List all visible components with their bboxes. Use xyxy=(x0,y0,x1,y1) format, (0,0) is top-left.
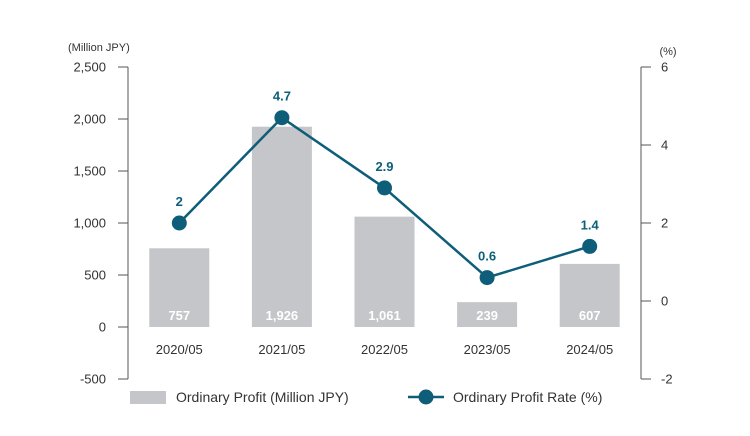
left-axis-tick-label: 1,500 xyxy=(73,164,106,179)
x-axis-tick-label: 2022/05 xyxy=(361,342,408,357)
rate-value-label: 0.6 xyxy=(478,249,496,264)
bar xyxy=(251,126,312,327)
rate-value-label: 2 xyxy=(176,194,183,209)
left-axis-tick-label: 1,000 xyxy=(73,216,106,231)
rate-point xyxy=(479,270,495,286)
x-axis-tick-label: 2023/05 xyxy=(464,342,511,357)
bar-value-label: 757 xyxy=(168,308,190,323)
rate-value-label: 4.7 xyxy=(273,89,291,104)
line-layer: 2 4.7 2.9 0.6 1.4 xyxy=(171,89,600,286)
left-axis-unit: (Million JPY) xyxy=(68,42,130,54)
left-axis-tick-label: 2,500 xyxy=(73,60,106,75)
bar xyxy=(457,302,518,327)
bar-value-label: 239 xyxy=(476,308,498,323)
bar-value-label: 1,061 xyxy=(368,308,401,323)
right-axis-tick-label: -2 xyxy=(661,372,673,387)
left-axis-tick-label: 0 xyxy=(99,320,106,335)
right-axis-tick-label: 4 xyxy=(661,138,668,153)
bar xyxy=(559,263,620,327)
bar-value-label: 607 xyxy=(579,308,601,323)
bar xyxy=(354,216,415,327)
rate-point xyxy=(171,215,187,231)
rate-point xyxy=(582,238,598,254)
bars-layer: 757 1,926 1,061 239 607 xyxy=(149,126,620,327)
right-axis-tick-label: 0 xyxy=(661,294,668,309)
legend-line-marker xyxy=(418,389,434,405)
rate-point xyxy=(274,110,290,126)
left-axis-tick-label: 2,000 xyxy=(73,112,106,127)
legend: Ordinary Profit (Million JPY) Ordinary Pr… xyxy=(130,389,602,405)
x-axis-tick-label: 2024/05 xyxy=(566,342,613,357)
rate-value-label: 1.4 xyxy=(581,217,600,232)
right-axis-tick-label: 6 xyxy=(661,60,668,75)
rate-point xyxy=(377,180,392,196)
right-axis-unit: (%) xyxy=(659,46,676,58)
legend-bar-label: Ordinary Profit (Million JPY) xyxy=(176,389,349,405)
bar xyxy=(149,248,210,327)
left-axis-tick-label: -500 xyxy=(80,372,106,387)
x-axis-tick-label: 2020/05 xyxy=(156,342,203,357)
x-axis-tick-label: 2021/05 xyxy=(258,342,305,357)
rate-value-label: 2.9 xyxy=(375,159,393,174)
legend-bar-swatch xyxy=(130,391,166,404)
legend-line-label: Ordinary Profit Rate (%) xyxy=(453,389,602,405)
bar-value-label: 1,926 xyxy=(266,308,299,323)
axes: -500 0 500 1,000 1,500 2,000 2,500 (Million JPY… xyxy=(68,42,677,387)
left-axis-tick-label: 500 xyxy=(84,268,106,283)
right-axis-tick-label: 2 xyxy=(661,216,668,231)
